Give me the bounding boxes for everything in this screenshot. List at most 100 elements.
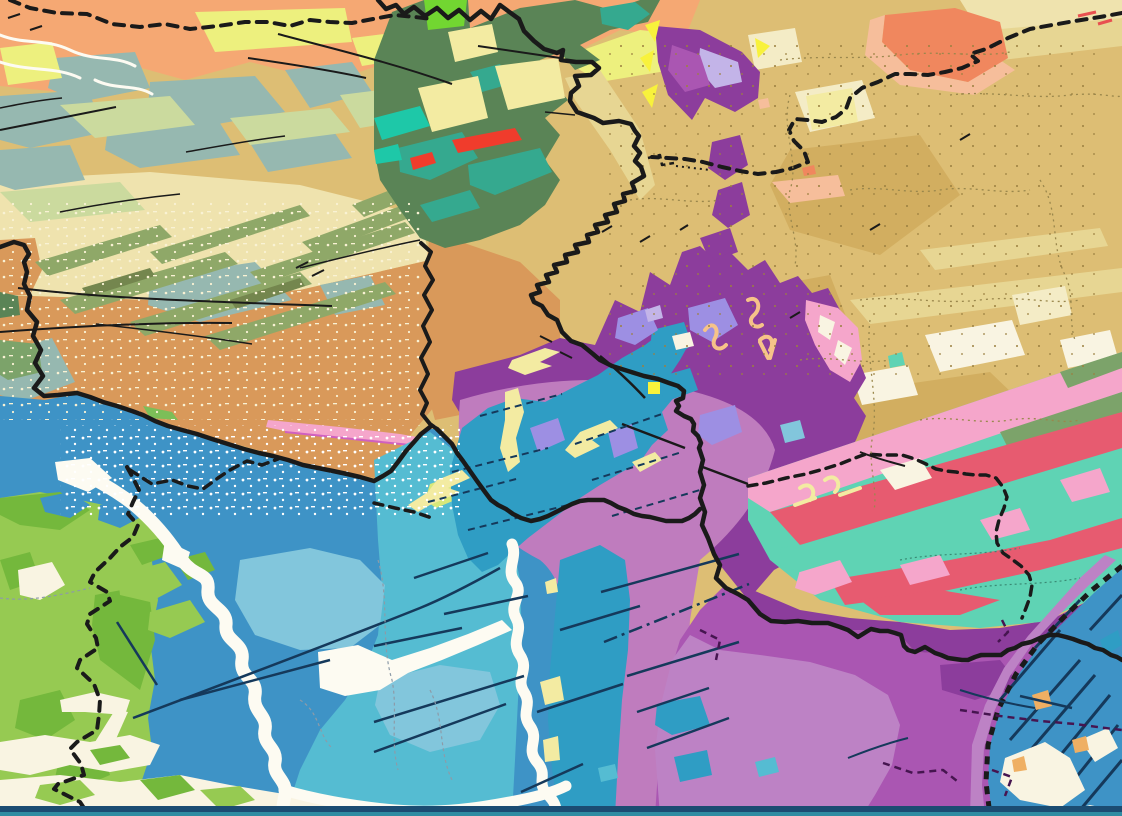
speckle-blue-band bbox=[60, 425, 460, 520]
admin-dotted-ne-6 bbox=[949, 92, 1122, 98]
tick-11 bbox=[7, 13, 21, 19]
river-confluence-blob bbox=[318, 620, 512, 696]
admin-dotted-ne-4 bbox=[859, 297, 1081, 303]
belt-crimson-stripe bbox=[770, 412, 1122, 545]
cyan-dot-purple-2 bbox=[755, 757, 779, 777]
belt-crimson-patch-1 bbox=[830, 518, 1122, 605]
border-dashed-ne bbox=[650, 11, 1122, 176]
lavender-patch-5 bbox=[608, 424, 638, 458]
fault-sw-14 bbox=[646, 716, 730, 750]
tick-8 bbox=[789, 311, 801, 319]
fault-dash-c4 bbox=[574, 413, 663, 445]
belt-pink-stripe bbox=[748, 352, 1122, 512]
green-island-2 bbox=[148, 600, 205, 638]
belt-cream-squiggle-2 bbox=[823, 475, 841, 494]
green-in-cream-3 bbox=[200, 786, 255, 810]
admin-mint-2 bbox=[959, 577, 1081, 591]
fault-sw-7 bbox=[373, 702, 507, 754]
fault-purple-1 bbox=[599, 355, 646, 399]
border-dashed-blue-a bbox=[128, 457, 280, 491]
speckle-khaki-ne bbox=[600, 40, 1100, 380]
green-mass-teal-5 bbox=[420, 190, 480, 222]
yellow-dot-center bbox=[648, 382, 660, 394]
fault-dash-c5 bbox=[591, 451, 683, 481]
tick-6 bbox=[539, 335, 553, 343]
fault-purple-5 bbox=[959, 689, 1036, 709]
green-in-cream-2 bbox=[140, 775, 195, 800]
lavender-patch-3 bbox=[698, 405, 742, 445]
yellow-streak-1 bbox=[508, 348, 560, 375]
river-west-blob-2 bbox=[162, 540, 190, 570]
bottom-strip-teal bbox=[0, 812, 1122, 816]
fault-nw-4 bbox=[247, 57, 367, 79]
admin-purple-1 bbox=[959, 708, 1122, 732]
fault-dash-c7 bbox=[479, 393, 563, 417]
fault-nw-10 bbox=[185, 135, 286, 153]
fault-sw-6 bbox=[373, 674, 525, 724]
nw-sagepale-a bbox=[60, 96, 195, 138]
green-mass-emerald-1 bbox=[374, 106, 430, 140]
belt-crimson-patch-2 bbox=[860, 590, 1000, 615]
pocket-cream-2 bbox=[1080, 728, 1118, 762]
border-dashed-nw bbox=[8, 0, 434, 31]
salmon-river-2 bbox=[0, 60, 82, 80]
fault-sw-5 bbox=[373, 626, 463, 648]
admin-purple-2 bbox=[882, 761, 958, 782]
belt-pink-blob-2 bbox=[900, 555, 950, 585]
admin-purple-5 bbox=[997, 619, 1010, 643]
yellow-patch-s3 bbox=[545, 578, 558, 594]
pocket-stripe-2 bbox=[1020, 674, 1097, 761]
purple-se-light bbox=[655, 635, 900, 816]
fault-sw-16 bbox=[179, 658, 331, 702]
border-west-ew bbox=[0, 239, 433, 484]
belt-cream-blob bbox=[880, 458, 932, 490]
fault-sw-4 bbox=[443, 594, 529, 616]
tealblue-tongue bbox=[548, 545, 630, 816]
bottom-strip-navy bbox=[0, 806, 1122, 812]
green-zone-mid-3 bbox=[15, 690, 75, 740]
fault-sw-2 bbox=[115, 621, 159, 686]
admin-gray-2 bbox=[377, 559, 399, 771]
belt-cream-squiggle-4 bbox=[838, 486, 862, 497]
nw-tealgray-g bbox=[0, 145, 85, 190]
cream-top-left-blob bbox=[18, 562, 65, 600]
cream-channel-2 bbox=[95, 710, 128, 748]
wedge-yellow-spike-1 bbox=[645, 20, 660, 42]
fault-se-short bbox=[1019, 694, 1073, 710]
fault-purple-3 bbox=[699, 464, 749, 486]
fault-sw-8 bbox=[520, 762, 584, 794]
salmon-river-1 bbox=[0, 33, 137, 68]
fault-sw-9 bbox=[536, 682, 624, 714]
red-intrusion-small bbox=[410, 152, 436, 170]
border-dashed-green bbox=[52, 465, 141, 816]
nw-sagepale-b bbox=[230, 108, 350, 145]
belt-mint-west-tip bbox=[778, 540, 840, 572]
fault-purple-6 bbox=[847, 737, 909, 759]
pocket-orange-dot-2 bbox=[1072, 736, 1089, 753]
yellow-patch-s2 bbox=[543, 736, 560, 762]
pocket-lavender-fringe bbox=[970, 555, 1116, 816]
tick-4 bbox=[639, 235, 651, 243]
fault-nw-2 bbox=[0, 321, 233, 333]
green-island-1 bbox=[118, 562, 182, 602]
yellow-streak-5 bbox=[632, 452, 662, 472]
fault-sw-13 bbox=[636, 686, 710, 714]
fault-nw-1 bbox=[17, 287, 333, 307]
admin-dotted-ne-3 bbox=[849, 187, 1031, 193]
pocket-teal-bit bbox=[1100, 630, 1122, 655]
tick-5 bbox=[679, 224, 689, 231]
green-mass-paleyellow-1 bbox=[448, 24, 498, 62]
river-main-west bbox=[68, 461, 292, 816]
green-mass-paleyellow-2 bbox=[418, 76, 488, 132]
admin-mint-1 bbox=[899, 547, 1021, 561]
green-mass-teal-4 bbox=[468, 148, 552, 195]
admin-dotted-ne-1 bbox=[779, 51, 1011, 61]
belt-pink-blob-3 bbox=[1060, 468, 1110, 502]
cyan-dot-purple-1 bbox=[780, 420, 805, 443]
cyan-dot-purple-3 bbox=[598, 764, 618, 782]
yellow-patch-s1 bbox=[540, 676, 564, 705]
cream-channel-1 bbox=[60, 692, 130, 715]
fault-sw-3 bbox=[413, 551, 489, 580]
fault-dash-c2 bbox=[427, 477, 521, 503]
